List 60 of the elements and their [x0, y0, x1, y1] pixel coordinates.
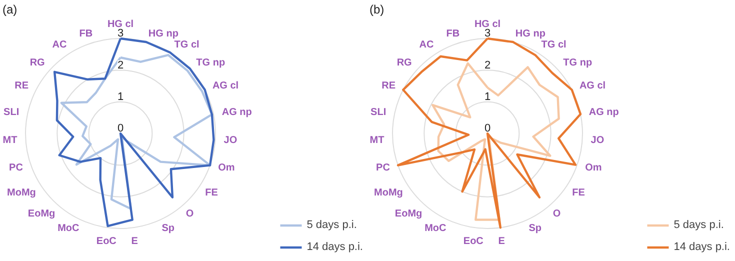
spoke-label: TG np — [196, 57, 226, 68]
spoke-label: E — [498, 236, 506, 248]
y-tick-label: 2 — [117, 59, 124, 72]
spoke-label: RG — [396, 57, 412, 68]
spoke-label: EoC — [96, 236, 116, 248]
spoke-label: TG cl — [541, 40, 567, 51]
legend-label: 14 days p.i. — [674, 241, 730, 253]
spoke-label: Sp — [528, 222, 542, 234]
spoke-label: JO — [590, 135, 604, 146]
spoke-label: AC — [52, 40, 67, 51]
spoke-label: E — [131, 236, 138, 248]
spoke-label: Om — [218, 162, 235, 174]
spoke-label: MoMg — [7, 188, 36, 199]
spoke-label: EoC — [463, 236, 484, 248]
spoke-label: HG np — [148, 28, 178, 40]
spoke-label: FE — [205, 188, 218, 199]
legend-label: 5 days p.i. — [674, 219, 724, 231]
spoke-label: RE — [382, 80, 396, 92]
spoke-label: PC — [9, 162, 23, 174]
spoke-label: MT — [2, 135, 18, 146]
spoke-label: HG cl — [474, 18, 501, 30]
y-tick-label: 1 — [117, 90, 124, 103]
spoke-label: FE — [572, 188, 586, 199]
spoke-label: AG cl — [212, 80, 239, 92]
spoke-label: PC — [376, 162, 390, 174]
y-tick-label: 0 — [117, 122, 124, 135]
y-tick-label: 1 — [484, 90, 491, 103]
spoke-label: MoMg — [374, 188, 403, 199]
spoke-label: JO — [224, 135, 238, 146]
chart-title: (a) — [2, 2, 18, 16]
spoke-label: TG cl — [174, 40, 200, 51]
spoke-label: FB — [446, 28, 460, 40]
spoke-label: O — [552, 208, 561, 220]
spoke-label: Om — [585, 162, 602, 174]
y-tick-label: 3 — [117, 28, 124, 40]
y-tick-label: 0 — [484, 122, 491, 135]
spoke-label: RE — [14, 80, 29, 92]
spoke-label: AC — [419, 40, 434, 51]
spoke-label: SLI — [4, 106, 20, 118]
spoke-label: AG np — [222, 106, 252, 118]
spoke-label: MT — [370, 135, 384, 146]
y-tick-label: 3 — [484, 28, 491, 40]
spoke-label: EoMg — [394, 208, 422, 220]
spoke-label: MoC — [424, 222, 446, 234]
spoke-label: AG np — [588, 106, 619, 118]
y-tick-label: 2 — [484, 59, 491, 72]
spoke-label: MoC — [58, 222, 80, 234]
spoke-label: HG cl — [107, 18, 134, 30]
spoke-label: SLI — [370, 106, 386, 118]
spoke-label: EoMg — [28, 208, 56, 220]
spoke-label: AG cl — [579, 80, 606, 92]
spoke-label: TG np — [563, 57, 592, 68]
legend-label: 5 days p.i. — [306, 219, 357, 231]
chart-title: (b) — [370, 2, 384, 16]
spoke-label: Sp — [162, 222, 175, 234]
spoke-label: HG np — [515, 28, 546, 40]
spoke-label: O — [186, 208, 194, 220]
spoke-label: RG — [30, 57, 46, 68]
spoke-label: FB — [79, 28, 93, 40]
legend-label: 14 days p.i. — [306, 241, 363, 253]
